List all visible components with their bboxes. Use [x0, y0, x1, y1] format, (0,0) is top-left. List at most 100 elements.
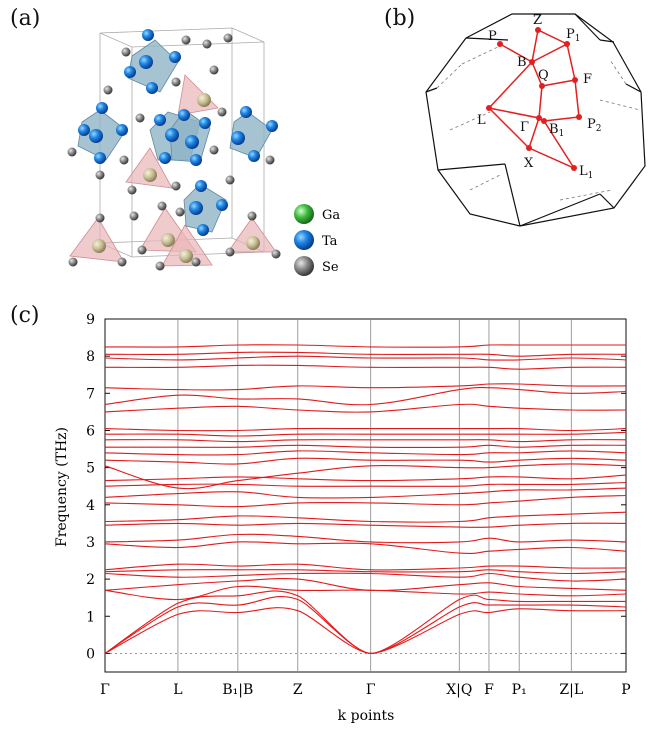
k-point-label: X|Q	[446, 682, 472, 698]
k-point-label: Z|L	[559, 682, 583, 698]
phonon-band	[104, 511, 627, 523]
phonon-band	[104, 474, 627, 482]
phonon-band	[104, 463, 627, 490]
y-tick-label: 8	[86, 349, 95, 365]
phonon-band	[104, 572, 627, 582]
bz-point-dot	[497, 41, 503, 47]
phonon-band	[104, 607, 627, 654]
bz-point-label: Z	[533, 13, 542, 28]
phonon-band	[104, 383, 627, 391]
k-point-label: Z	[293, 682, 303, 698]
bz-kpath	[487, 28, 580, 170]
bz-point-dot	[572, 77, 578, 83]
brillouin-zone-figure: Z P1 P BQ F L Γ B1 P2 X L1	[425, 13, 646, 227]
k-point-label: B₁|B	[222, 682, 253, 698]
k-point-label: Γ	[100, 682, 110, 698]
chart-xlabel: k points	[338, 708, 395, 724]
phonon-band	[104, 364, 627, 370]
element-legend: Ga Ta Se	[294, 204, 340, 276]
bz-point-label: B	[517, 55, 527, 70]
k-point-label: L	[173, 682, 182, 698]
bz-point-label: L	[477, 113, 486, 128]
phonon-band	[104, 386, 627, 406]
y-tick-label: 7	[86, 386, 95, 402]
bz-point-dot	[539, 83, 545, 89]
phonon-band	[104, 577, 627, 591]
bz-point-label: B1	[549, 122, 564, 139]
phonon-band	[104, 481, 627, 487]
bz-hidden-edges	[436, 45, 641, 201]
phonon-band	[104, 533, 627, 544]
ga-tetrahedra	[69, 74, 277, 267]
phonon-band	[104, 563, 627, 571]
y-tick-label: 4	[86, 498, 95, 514]
phonon-band	[104, 457, 627, 465]
panel-label-a: (a)	[10, 6, 41, 31]
phonon-band	[104, 351, 627, 357]
bz-outline	[425, 13, 646, 227]
phonon-band	[104, 522, 627, 528]
phonon-band	[104, 590, 626, 654]
bz-point-dot	[564, 41, 570, 47]
phonon-band	[104, 541, 627, 554]
y-tick-label: 3	[86, 535, 95, 551]
phonon-band	[104, 585, 627, 601]
bz-point-dot	[529, 59, 535, 65]
bz-point-dot	[541, 118, 547, 124]
phonon-band	[104, 344, 626, 348]
legend-marker-se	[294, 256, 314, 276]
phonon-band	[104, 595, 627, 654]
y-tick-label: 6	[86, 423, 95, 439]
phonon-band	[104, 403, 627, 413]
legend-label-se: Se	[322, 260, 339, 275]
phonon-band	[104, 487, 627, 499]
bz-point-label: X	[524, 156, 534, 171]
legend-marker-ga	[294, 204, 314, 224]
panel-label-b: (b)	[384, 6, 416, 31]
k-point-label: P	[621, 682, 630, 698]
phonon-band	[104, 427, 627, 432]
bz-point-label: F	[583, 72, 592, 87]
bz-point-label: P	[488, 29, 497, 44]
bz-point-label: Γ	[520, 120, 529, 135]
legend-marker-ta	[294, 230, 314, 250]
se-atoms	[67, 33, 281, 271]
bz-point-label: Q	[538, 68, 549, 83]
k-point-label: Γ	[366, 682, 376, 698]
bz-high-symmetry-points: Z P1 P BQ F L Γ B1 P2 X L1	[477, 13, 601, 181]
phonon-band	[104, 450, 627, 456]
y-tick-label: 0	[86, 646, 95, 662]
legend-label-ta: Ta	[322, 234, 338, 249]
bz-point-dot	[536, 115, 542, 121]
bz-point-dot	[535, 27, 541, 33]
panel-label-c: (c)	[10, 303, 40, 328]
bz-point-label: L1	[579, 164, 593, 181]
phonon-band	[104, 439, 627, 443]
chart-ylabel: Frequency (THz)	[54, 427, 70, 547]
bz-point-dot	[486, 105, 492, 111]
phonon-band	[104, 431, 627, 437]
chart-axes: 0 1 2 3 4 5 6 7 8 9 Γ L B₁|B Z Γ X|Q F P₁ Z|L P	[86, 312, 631, 698]
y-tick-label: 5	[86, 461, 95, 477]
y-tick-label: 1	[86, 609, 95, 625]
bz-point-label: P2	[587, 117, 601, 134]
phonon-band	[104, 569, 627, 575]
ga-centers	[92, 93, 260, 263]
chart-bands	[104, 344, 627, 654]
phonon-dispersion-chart: 0 1 2 3 4 5 6 7 8 9 Γ L B₁|B Z Γ X|Q F P₁ Z|L P Frequency (…	[54, 312, 631, 724]
y-tick-label: 9	[86, 312, 95, 328]
crystal-structure-figure: Ga Ta Se	[67, 27, 340, 276]
phonon-band	[104, 494, 627, 508]
phonon-band	[104, 355, 627, 361]
ta-atoms	[78, 29, 278, 236]
chart-frame	[104, 318, 627, 673]
y-tick-label: 2	[86, 572, 95, 588]
phonon-band	[104, 444, 627, 448]
bz-point-dot	[526, 145, 532, 151]
bz-point-label: P1	[566, 27, 580, 44]
k-point-label: F	[484, 682, 494, 698]
k-point-label: P₁	[512, 682, 527, 698]
bz-point-dot	[571, 165, 577, 171]
legend-label-ga: Ga	[322, 208, 340, 223]
bz-point-dot	[576, 114, 582, 120]
